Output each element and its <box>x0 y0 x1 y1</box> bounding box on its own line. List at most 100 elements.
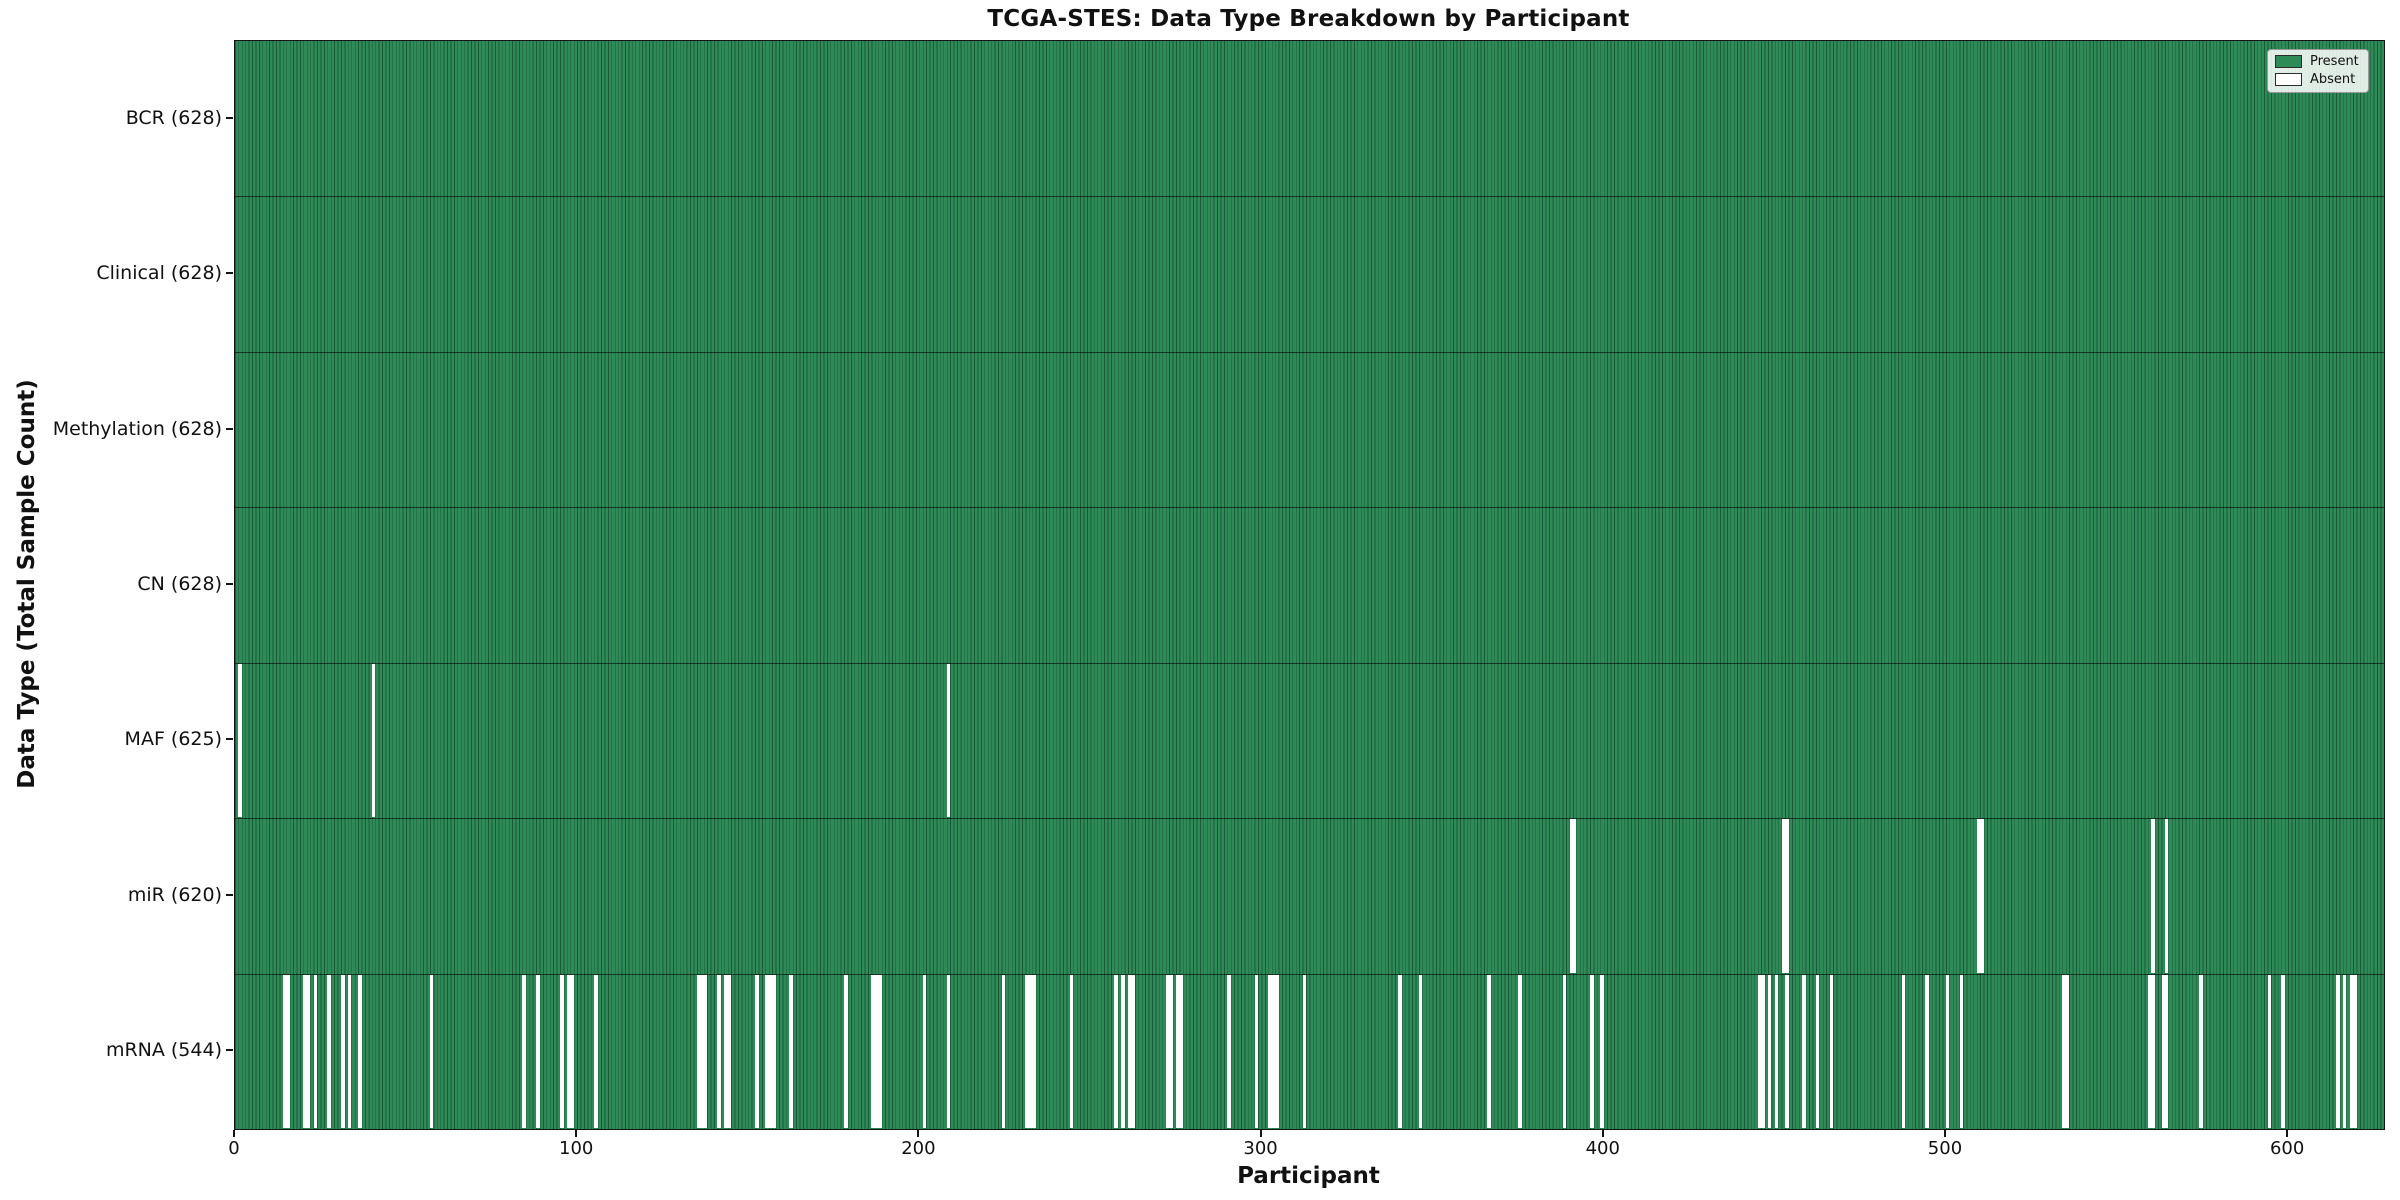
absent-mark-mRNA-135 <box>696 974 701 1128</box>
row-miR <box>235 818 2384 974</box>
y-tick <box>226 738 233 741</box>
absent-mark-miR-560 <box>2151 819 2155 973</box>
row-separator <box>235 507 2384 509</box>
absent-mark-mRNA-233 <box>1032 974 1036 1128</box>
absent-mark-mRNA-33 <box>347 974 352 1128</box>
absent-mark-mRNA-453 <box>1785 974 1789 1128</box>
absent-mark-mRNA-144 <box>727 974 732 1128</box>
absent-mark-mRNA-618 <box>2349 974 2354 1128</box>
row-label-miR: miR (620) <box>127 883 222 906</box>
x-tick-label: 600 <box>2269 1138 2305 1159</box>
absent-mark-mRNA-466 <box>1829 974 1834 1128</box>
row-label-BCR: BCR (628) <box>125 106 222 129</box>
absent-mark-mRNA-137 <box>703 974 708 1128</box>
absent-mark-mRNA-20 <box>303 974 307 1128</box>
row-Clinical <box>235 196 2384 352</box>
row-label-CN: CN (628) <box>137 573 222 595</box>
absent-mark-mRNA-462 <box>1815 974 1820 1128</box>
absent-mark-mRNA-273 <box>1169 974 1173 1128</box>
absent-mark-mRNA-244 <box>1069 974 1074 1128</box>
absent-mark-mRNA-290 <box>1227 974 1231 1128</box>
absent-mark-mRNA-388 <box>1562 974 1567 1128</box>
row-separator <box>235 196 2384 198</box>
legend: Present Absent <box>2267 49 2369 93</box>
absent-mark-mRNA-261 <box>1128 974 1132 1128</box>
absent-mark-mRNA-619 <box>2353 974 2357 1128</box>
absent-mark-mRNA-487 <box>1901 974 1905 1128</box>
row-separator <box>235 818 2384 820</box>
legend-label-present: Present <box>2310 54 2359 69</box>
x-tick-label: 100 <box>559 1138 594 1159</box>
row-CN <box>235 507 2384 663</box>
absent-mark-mRNA-257 <box>1114 974 1118 1128</box>
absent-mark-mRNA-178 <box>844 974 848 1128</box>
absent-mark-mRNA-14 <box>282 974 287 1128</box>
absent-swatch-icon <box>2275 73 2302 86</box>
row-mRNA <box>235 973 2384 1129</box>
x-tick <box>1601 1129 1604 1137</box>
absent-mark-mRNA-450 <box>1774 974 1779 1128</box>
absent-mark-miR-453 <box>1785 819 1789 973</box>
absent-mark-miR-510 <box>1980 819 1984 973</box>
legend-entry-present: Present <box>2275 55 2359 68</box>
absent-mark-mRNA-36 <box>358 974 362 1128</box>
x-tick <box>575 1129 578 1137</box>
absent-mark-mRNA-136 <box>700 974 704 1128</box>
absent-mark-mRNA-446 <box>1761 974 1765 1128</box>
row-separator <box>235 973 2384 975</box>
absent-mark-mRNA-458 <box>1802 974 1806 1128</box>
legend-label-absent: Absent <box>2310 72 2356 87</box>
row-label-MAF: MAF (625) <box>124 728 222 751</box>
absent-mark-mRNA-560 <box>2151 974 2155 1128</box>
absent-mark-mRNA-188 <box>878 974 882 1128</box>
absent-mark-mRNA-201 <box>922 974 927 1128</box>
row-MAF <box>235 662 2384 819</box>
x-tick <box>2286 1129 2289 1137</box>
absent-mark-mRNA-95 <box>560 974 564 1128</box>
absent-mark-mRNA-224 <box>1001 974 1005 1128</box>
x-tick-label: 0 <box>228 1138 240 1159</box>
row-separator <box>235 662 2384 664</box>
x-tick <box>1943 1129 1946 1137</box>
absent-mark-mRNA-616 <box>2342 974 2347 1128</box>
plot-area <box>234 40 2385 1130</box>
absent-mark-mRNA-598 <box>2281 974 2285 1128</box>
absent-mark-mRNA-88 <box>536 974 540 1128</box>
absent-mark-mRNA-259 <box>1121 974 1125 1128</box>
row-BCR <box>235 41 2384 197</box>
absent-mark-mRNA-346 <box>1419 974 1423 1128</box>
absent-mark-mRNA-98 <box>570 974 574 1128</box>
absent-mark-mRNA-141 <box>717 974 721 1128</box>
absent-mark-mRNA-157 <box>772 974 776 1128</box>
row-Methylation <box>235 351 2384 508</box>
absent-mark-mRNA-276 <box>1179 974 1183 1128</box>
present-swatch-icon <box>2275 55 2302 68</box>
absent-mark-mRNA-304 <box>1275 974 1279 1128</box>
absent-mark-MAF-1 <box>238 663 242 818</box>
absent-mark-mRNA-340 <box>1398 974 1402 1128</box>
absent-mark-mRNA-262 <box>1131 974 1135 1128</box>
absent-mark-mRNA-399 <box>1600 974 1604 1128</box>
absent-mark-MAF-208 <box>946 663 951 818</box>
absent-mark-mRNA-143 <box>724 974 728 1128</box>
absent-mark-mRNA-445 <box>1757 974 1762 1128</box>
absent-mark-mRNA-272 <box>1165 974 1170 1128</box>
absent-mark-mRNA-23 <box>313 974 318 1128</box>
absent-mark-mRNA-494 <box>1925 974 1929 1128</box>
absent-mark-mRNA-500 <box>1945 974 1950 1128</box>
legend-entry-absent: Absent <box>2275 73 2359 86</box>
absent-mark-mRNA-15 <box>286 974 290 1128</box>
row-label-Methylation: Methylation (628) <box>52 417 222 440</box>
absent-mark-mRNA-366 <box>1487 974 1491 1128</box>
absent-mark-mRNA-303 <box>1271 974 1276 1128</box>
absent-mark-mRNA-375 <box>1518 974 1522 1128</box>
absent-mark-mRNA-535 <box>2065 974 2070 1128</box>
absent-mark-mRNA-504 <box>1959 974 1964 1128</box>
absent-mark-miR-391 <box>1572 819 1577 973</box>
absent-mark-MAF-40 <box>371 663 376 818</box>
absent-mark-mRNA-187 <box>874 974 879 1128</box>
absent-mark-miR-509 <box>1976 819 1981 973</box>
y-tick <box>226 116 233 119</box>
x-tick <box>1259 1129 1262 1137</box>
x-tick-label: 300 <box>1243 1138 1278 1159</box>
